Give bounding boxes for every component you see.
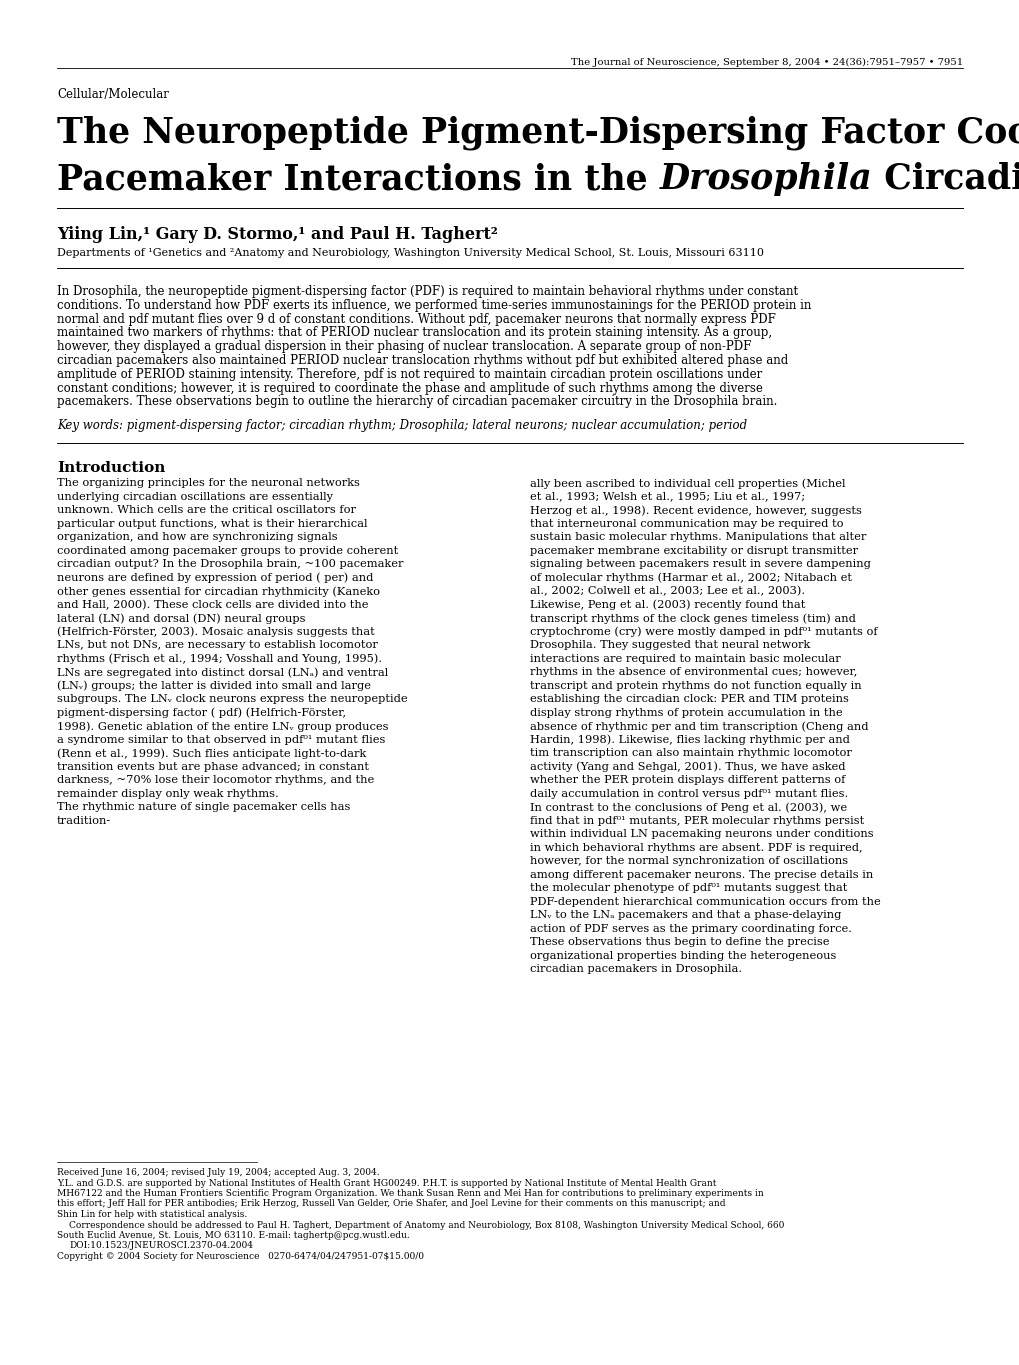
Text: al., 2002; Colwell et al., 2003; Lee et al., 2003).: al., 2002; Colwell et al., 2003; Lee et …	[530, 586, 804, 597]
Text: constant conditions; however, it is required to coordinate the phase and amplitu: constant conditions; however, it is requ…	[57, 382, 762, 394]
Text: cryptochrome (cry) were mostly damped in pdf⁰¹ mutants of: cryptochrome (cry) were mostly damped in…	[530, 627, 876, 637]
Text: 1998). Genetic ablation of the entire LNᵥ group produces: 1998). Genetic ablation of the entire LN…	[57, 721, 388, 732]
Text: MH67122 and the Human Frontiers Scientific Program Organization. We thank Susan : MH67122 and the Human Frontiers Scientif…	[57, 1189, 763, 1198]
Text: absence of rhythmic per and tim transcription (Cheng and: absence of rhythmic per and tim transcri…	[530, 721, 867, 732]
Text: Copyright © 2004 Society for Neuroscience   0270-6474/04/247951-07$15.00/0: Copyright © 2004 Society for Neuroscienc…	[57, 1252, 424, 1261]
Text: establishing the circadian clock: PER and TIM proteins: establishing the circadian clock: PER an…	[530, 695, 848, 704]
Text: sustain basic molecular rhythms. Manipulations that alter: sustain basic molecular rhythms. Manipul…	[530, 532, 865, 542]
Text: subgroups. The LNᵥ clock neurons express the neuropeptide: subgroups. The LNᵥ clock neurons express…	[57, 695, 408, 704]
Text: Key words: pigment-dispersing factor; circadian rhythm; Drosophila; lateral neur: Key words: pigment-dispersing factor; ci…	[57, 419, 746, 433]
Text: Shin Lin for help with statistical analysis.: Shin Lin for help with statistical analy…	[57, 1209, 247, 1219]
Text: signaling between pacemakers result in severe dampening: signaling between pacemakers result in s…	[530, 560, 870, 569]
Text: however, for the normal synchronization of oscillations: however, for the normal synchronization …	[530, 856, 847, 867]
Text: other genes essential for circadian rhythmicity (Kaneko: other genes essential for circadian rhyt…	[57, 586, 380, 597]
Text: pacemakers. These observations begin to outline the hierarchy of circadian pacem: pacemakers. These observations begin to …	[57, 396, 776, 408]
Text: activity (Yang and Sehgal, 2001). Thus, we have asked: activity (Yang and Sehgal, 2001). Thus, …	[530, 762, 845, 773]
Text: display strong rhythms of protein accumulation in the: display strong rhythms of protein accumu…	[530, 707, 842, 718]
Text: a syndrome similar to that observed in pdf⁰¹ mutant flies: a syndrome similar to that observed in p…	[57, 734, 385, 745]
Text: Yiing Lin,¹ Gary D. Stormo,¹ and Paul H. Taghert²: Yiing Lin,¹ Gary D. Stormo,¹ and Paul H.…	[57, 227, 497, 243]
Text: (LNᵥ) groups; the latter is divided into small and large: (LNᵥ) groups; the latter is divided into…	[57, 681, 371, 691]
Text: In Drosophila, the neuropeptide pigment-dispersing factor (PDF) is required to m: In Drosophila, the neuropeptide pigment-…	[57, 285, 797, 298]
Text: among different pacemaker neurons. The precise details in: among different pacemaker neurons. The p…	[530, 870, 872, 879]
Text: neurons are defined by expression of period ( per) and: neurons are defined by expression of per…	[57, 573, 373, 583]
Text: rhythms (Frisch et al., 1994; Vosshall and Young, 1995).: rhythms (Frisch et al., 1994; Vosshall a…	[57, 654, 382, 665]
Text: In contrast to the conclusions of Peng et al. (2003), we: In contrast to the conclusions of Peng e…	[530, 803, 847, 812]
Text: These observations thus begin to define the precise: These observations thus begin to define …	[530, 938, 828, 947]
Text: unknown. Which cells are the critical oscillators for: unknown. Which cells are the critical os…	[57, 505, 356, 515]
Text: South Euclid Avenue, St. Louis, MO 63110. E-mail: taghertp@pcg.wustl.edu.: South Euclid Avenue, St. Louis, MO 63110…	[57, 1231, 410, 1239]
Text: PDF-dependent hierarchical communication occurs from the: PDF-dependent hierarchical communication…	[530, 897, 879, 906]
Text: Hardin, 1998). Likewise, flies lacking rhythmic per and: Hardin, 1998). Likewise, flies lacking r…	[530, 734, 849, 745]
Text: transition events but are phase advanced; in constant: transition events but are phase advanced…	[57, 762, 369, 771]
Text: this effort; Jeff Hall for PER antibodies; Erik Herzog, Russell Van Gelder, Orie: this effort; Jeff Hall for PER antibodie…	[57, 1200, 725, 1208]
Text: daily accumulation in control versus pdf⁰¹ mutant flies.: daily accumulation in control versus pdf…	[530, 789, 848, 799]
Text: darkness, ~70% lose their locomotor rhythms, and the: darkness, ~70% lose their locomotor rhyt…	[57, 775, 374, 785]
Text: Circadian System: Circadian System	[871, 162, 1019, 197]
Text: tim transcription can also maintain rhythmic locomotor: tim transcription can also maintain rhyt…	[530, 748, 851, 758]
Text: pigment-dispersing factor ( pdf) (Helfrich-Förster,: pigment-dispersing factor ( pdf) (Helfri…	[57, 707, 345, 718]
Text: normal and pdf mutant flies over 9 d of constant conditions. Without pdf, pacema: normal and pdf mutant flies over 9 d of …	[57, 313, 775, 326]
Text: however, they displayed a gradual dispersion in their phasing of nuclear translo: however, they displayed a gradual disper…	[57, 340, 751, 354]
Text: The organizing principles for the neuronal networks: The organizing principles for the neuron…	[57, 478, 360, 489]
Text: of molecular rhythms (Harmar et al., 2002; Nitabach et: of molecular rhythms (Harmar et al., 200…	[530, 573, 851, 583]
Text: within individual LN pacemaking neurons under conditions: within individual LN pacemaking neurons …	[530, 829, 872, 839]
Text: Drosophila: Drosophila	[659, 162, 871, 197]
Text: The Journal of Neuroscience, September 8, 2004 • 24(36):7951–7957 • 7951: The Journal of Neuroscience, September 8…	[571, 57, 962, 67]
Text: organizational properties binding the heterogeneous: organizational properties binding the he…	[530, 950, 836, 961]
Text: action of PDF serves as the primary coordinating force.: action of PDF serves as the primary coor…	[530, 924, 851, 934]
Text: Correspondence should be addressed to Paul H. Taghert, Department of Anatomy and: Correspondence should be addressed to Pa…	[69, 1220, 784, 1230]
Text: rhythms in the absence of environmental cues; however,: rhythms in the absence of environmental …	[530, 667, 857, 677]
Text: Drosophila. They suggested that neural network: Drosophila. They suggested that neural n…	[530, 640, 809, 650]
Text: interactions are required to maintain basic molecular: interactions are required to maintain ba…	[530, 654, 840, 663]
Text: circadian pacemakers also maintained PERIOD nuclear translocation rhythms withou: circadian pacemakers also maintained PER…	[57, 354, 788, 367]
Text: Cellular/Molecular: Cellular/Molecular	[57, 87, 169, 101]
Text: et al., 1993; Welsh et al., 1995; Liu et al., 1997;: et al., 1993; Welsh et al., 1995; Liu et…	[530, 491, 804, 502]
Text: Received June 16, 2004; revised July 19, 2004; accepted Aug. 3, 2004.: Received June 16, 2004; revised July 19,…	[57, 1168, 379, 1177]
Text: (Renn et al., 1999). Such flies anticipate light-to-dark: (Renn et al., 1999). Such flies anticipa…	[57, 748, 366, 759]
Text: circadian pacemakers in Drosophila.: circadian pacemakers in Drosophila.	[530, 964, 742, 975]
Text: DOI:10.1523/JNEUROSCI.2370-04.2004: DOI:10.1523/JNEUROSCI.2370-04.2004	[69, 1242, 253, 1250]
Text: remainder display only weak rhythms.: remainder display only weak rhythms.	[57, 789, 278, 799]
Text: transcript rhythms of the clock genes timeless (tim) and: transcript rhythms of the clock genes ti…	[530, 613, 855, 624]
Text: particular output functions, what is their hierarchical: particular output functions, what is the…	[57, 519, 367, 528]
Text: organization, and how are synchronizing signals: organization, and how are synchronizing …	[57, 532, 337, 542]
Text: (Helfrich-Förster, 2003). Mosaic analysis suggests that: (Helfrich-Förster, 2003). Mosaic analysi…	[57, 627, 374, 637]
Text: ally been ascribed to individual cell properties (Michel: ally been ascribed to individual cell pr…	[530, 478, 845, 489]
Text: Departments of ¹Genetics and ²Anatomy and Neurobiology, Washington University Me: Departments of ¹Genetics and ²Anatomy an…	[57, 248, 763, 258]
Text: in which behavioral rhythms are absent. PDF is required,: in which behavioral rhythms are absent. …	[530, 842, 862, 853]
Text: Herzog et al., 1998). Recent evidence, however, suggests: Herzog et al., 1998). Recent evidence, h…	[530, 505, 861, 516]
Text: lateral (LN) and dorsal (DN) neural groups: lateral (LN) and dorsal (DN) neural grou…	[57, 613, 306, 624]
Text: find that in pdf⁰¹ mutants, PER molecular rhythms persist: find that in pdf⁰¹ mutants, PER molecula…	[530, 816, 863, 826]
Text: that interneuronal communication may be required to: that interneuronal communication may be …	[530, 519, 843, 528]
Text: and Hall, 2000). These clock cells are divided into the: and Hall, 2000). These clock cells are d…	[57, 599, 368, 610]
Text: The rhythmic nature of single pacemaker cells has: The rhythmic nature of single pacemaker …	[57, 803, 351, 812]
Text: circadian output? In the Drosophila brain, ~100 pacemaker: circadian output? In the Drosophila brai…	[57, 560, 404, 569]
Text: LNs, but not DNs, are necessary to establish locomotor: LNs, but not DNs, are necessary to estab…	[57, 640, 377, 650]
Text: tradition-: tradition-	[57, 816, 111, 826]
Text: LNs are segregated into distinct dorsal (LNₐ) and ventral: LNs are segregated into distinct dorsal …	[57, 667, 388, 678]
Text: Introduction: Introduction	[57, 461, 165, 475]
Text: whether the PER protein displays different patterns of: whether the PER protein displays differe…	[530, 775, 845, 785]
Text: coordinated among pacemaker groups to provide coherent: coordinated among pacemaker groups to pr…	[57, 546, 397, 556]
Text: the molecular phenotype of pdf⁰¹ mutants suggest that: the molecular phenotype of pdf⁰¹ mutants…	[530, 883, 847, 893]
Text: underlying circadian oscillations are essentially: underlying circadian oscillations are es…	[57, 491, 332, 502]
Text: The Neuropeptide Pigment-Dispersing Factor Coordinates: The Neuropeptide Pigment-Dispersing Fact…	[57, 115, 1019, 150]
Text: LNᵥ to the LNₐ pacemakers and that a phase-delaying: LNᵥ to the LNₐ pacemakers and that a pha…	[530, 910, 841, 920]
Text: pacemaker membrane excitability or disrupt transmitter: pacemaker membrane excitability or disru…	[530, 546, 857, 556]
Text: Pacemaker Interactions in the: Pacemaker Interactions in the	[57, 162, 659, 197]
Text: amplitude of PERIOD staining intensity. Therefore, pdf is not required to mainta: amplitude of PERIOD staining intensity. …	[57, 367, 761, 381]
Text: conditions. To understand how PDF exerts its influence, we performed time-series: conditions. To understand how PDF exerts…	[57, 299, 810, 311]
Text: Likewise, Peng et al. (2003) recently found that: Likewise, Peng et al. (2003) recently fo…	[530, 599, 805, 610]
Text: transcript and protein rhythms do not function equally in: transcript and protein rhythms do not fu…	[530, 681, 861, 691]
Text: maintained two markers of rhythms: that of PERIOD nuclear translocation and its : maintained two markers of rhythms: that …	[57, 326, 771, 340]
Text: Y.L. and G.D.S. are supported by National Institutes of Health Grant HG00249. P.: Y.L. and G.D.S. are supported by Nationa…	[57, 1178, 715, 1188]
